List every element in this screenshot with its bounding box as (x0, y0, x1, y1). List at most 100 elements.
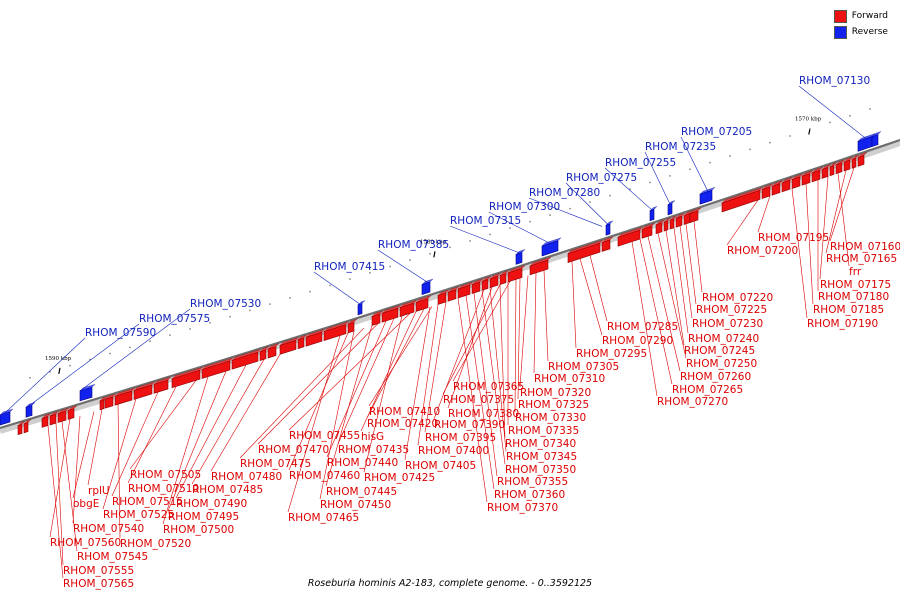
leader-rplu (87, 409, 103, 486)
leader-rhom-07345 (489, 287, 507, 452)
leader-rhom-07485 (191, 359, 265, 485)
forward-gene-42 (675, 212, 686, 228)
gene-label-rhom-07575: RHOM_07575 (139, 313, 210, 325)
gene-label-rhom-07190: RHOM_07190 (807, 318, 878, 330)
gene-label-rhom-07350: RHOM_07350 (505, 464, 576, 476)
gene-label-rhom-07160: RHOM_07160 (830, 241, 900, 253)
gene-label-rhom-07285: RHOM_07285 (607, 321, 678, 333)
genome-caption: Roseburia hominis A2-183, complete genom… (307, 578, 593, 589)
gene-label-rhom-07560: RHOM_07560 (50, 537, 121, 549)
reverse-gene-12 (857, 133, 876, 152)
leader-rhom-07590 (3, 337, 86, 415)
leader-rhom-07325 (517, 278, 521, 400)
tick-label-1590: 1590 kbp (45, 356, 72, 362)
leader-rhom-07505 (129, 380, 197, 470)
gene-label-rhom-07510: RHOM_07510 (128, 483, 199, 495)
gene-label-rhom-07455: RHOM_07455 (289, 430, 360, 442)
forward-gene-13 (201, 357, 234, 379)
leader-rhom-07425 (363, 315, 403, 473)
leader-rhom-07490 (175, 364, 247, 499)
gene-label-rhom-07200: RHOM_07200 (727, 245, 798, 257)
gene-label-rhom-07265: RHOM_07265 (672, 384, 743, 396)
leader-rhom-07205 (680, 136, 709, 192)
gene-label-rhom-07500: RHOM_07500 (163, 524, 234, 536)
forward-gene-7 (99, 396, 108, 411)
forward-gene-19 (305, 328, 326, 347)
leader-rhom-07305 (543, 270, 549, 362)
tick-mark-1590 (58, 367, 61, 375)
reverse-gene-3 (79, 384, 96, 402)
leader-rhom-07555 (55, 423, 64, 566)
gene-label-rplu: rplU (88, 485, 110, 497)
leader-rhom-07395 (424, 301, 447, 433)
gene-label-rhom-07540: RHOM_07540 (73, 523, 144, 535)
forward-gene-15 (259, 346, 270, 361)
gene-label-rhom-07465: RHOM_07465 (288, 512, 359, 524)
forward-gene-51 (811, 166, 824, 183)
leader-rhom-07565 (47, 425, 64, 579)
leader-rhom-07435 (337, 318, 395, 445)
forward-swatch (833, 9, 847, 23)
leader-rhom-07420 (366, 308, 425, 419)
forward-gene-35 (567, 239, 604, 263)
gene-features (0, 131, 882, 435)
leader-rhom-07260 (647, 236, 681, 372)
gene-label-rhom-07405: RHOM_07405 (405, 460, 476, 472)
gene-label-rhom-07185: RHOM_07185 (813, 304, 884, 316)
gene-label-rhom-07180: RHOM_07180 (818, 291, 889, 303)
reverse-gene-10 (667, 200, 676, 216)
gene-label-rhom-07365: RHOM_07365 (453, 381, 524, 393)
forward-gene-11 (153, 376, 172, 394)
gene-label-rhom-07480: RHOM_07480 (211, 471, 282, 483)
gene-label-rhom-07250: RHOM_07250 (686, 358, 757, 370)
leader-rhom-07270 (631, 241, 658, 397)
leader-rhom-07405 (404, 306, 431, 461)
forward-gene-6 (67, 405, 78, 420)
leader-rhom-07130 (798, 85, 867, 139)
gene-label-rhom-07290: RHOM_07290 (602, 335, 673, 347)
forward-gene-53 (829, 162, 838, 177)
gene-label-rhom-07505: RHOM_07505 (130, 469, 201, 481)
leader-rhom-07355 (473, 292, 498, 477)
gene-label-rhom-07435: RHOM_07435 (338, 444, 409, 456)
leader-rhom-07165 (825, 170, 847, 254)
forward-gene-38 (641, 222, 656, 239)
leader-obge (72, 411, 95, 499)
gene-label-rhom-07555: RHOM_07555 (63, 565, 134, 577)
tick-label-1580: 1580 kbp (420, 239, 447, 245)
leader-rhom-07360 (465, 295, 495, 490)
gene-labels: RHOM_07130 RHOM_07205 RHOM_07235 RHOM_07255… (50, 75, 900, 590)
leader-rhom-07295 (571, 261, 577, 349)
forward-gene-26 (437, 289, 450, 305)
forward-gene-40 (663, 217, 672, 232)
leader-rhom-07235 (644, 151, 671, 205)
leader-rhom-07575 (27, 323, 140, 407)
gene-label-rhom-07390: RHOM_07390 (434, 419, 505, 431)
forward-gene-18 (297, 334, 308, 350)
forward-gene-52 (821, 164, 832, 179)
legend-label-reverse: Reverse (851, 27, 888, 37)
leader-rhom-07385 (377, 249, 429, 283)
leader-rhom-07545 (61, 421, 78, 552)
leader-rhom-07460 (288, 332, 349, 471)
forward-gene-1 (17, 421, 26, 435)
leader-rhom-07250 (657, 233, 687, 359)
forward-gene-27 (447, 286, 460, 302)
leader-rhom-07280 (528, 197, 603, 227)
forward-gene-17 (279, 337, 300, 355)
gene-label-rhom-07330: RHOM_07330 (515, 412, 586, 424)
gene-label-rhom-07420: RHOM_07420 (367, 418, 438, 430)
leader-rhom-07465 (287, 335, 341, 513)
gene-label-rhom-07335: RHOM_07335 (508, 425, 579, 437)
gene-label-rhom-07220: RHOM_07220 (702, 292, 773, 304)
leader-rhom-07240 (673, 227, 689, 334)
gene-label-rhom-07410: RHOM_07410 (369, 406, 440, 418)
leader-rhom-07455 (288, 313, 411, 431)
forward-gene-44 (689, 207, 702, 223)
gene-label-rhom-07495: RHOM_07495 (168, 511, 239, 523)
legend: Forward Reverse (833, 8, 888, 40)
legend-item-forward: Forward (833, 8, 888, 24)
reverse-gene-13 (871, 131, 882, 147)
gene-label-rhom-07440: RHOM_07440 (327, 457, 398, 469)
gene-label-hisg: hisG (361, 431, 384, 443)
